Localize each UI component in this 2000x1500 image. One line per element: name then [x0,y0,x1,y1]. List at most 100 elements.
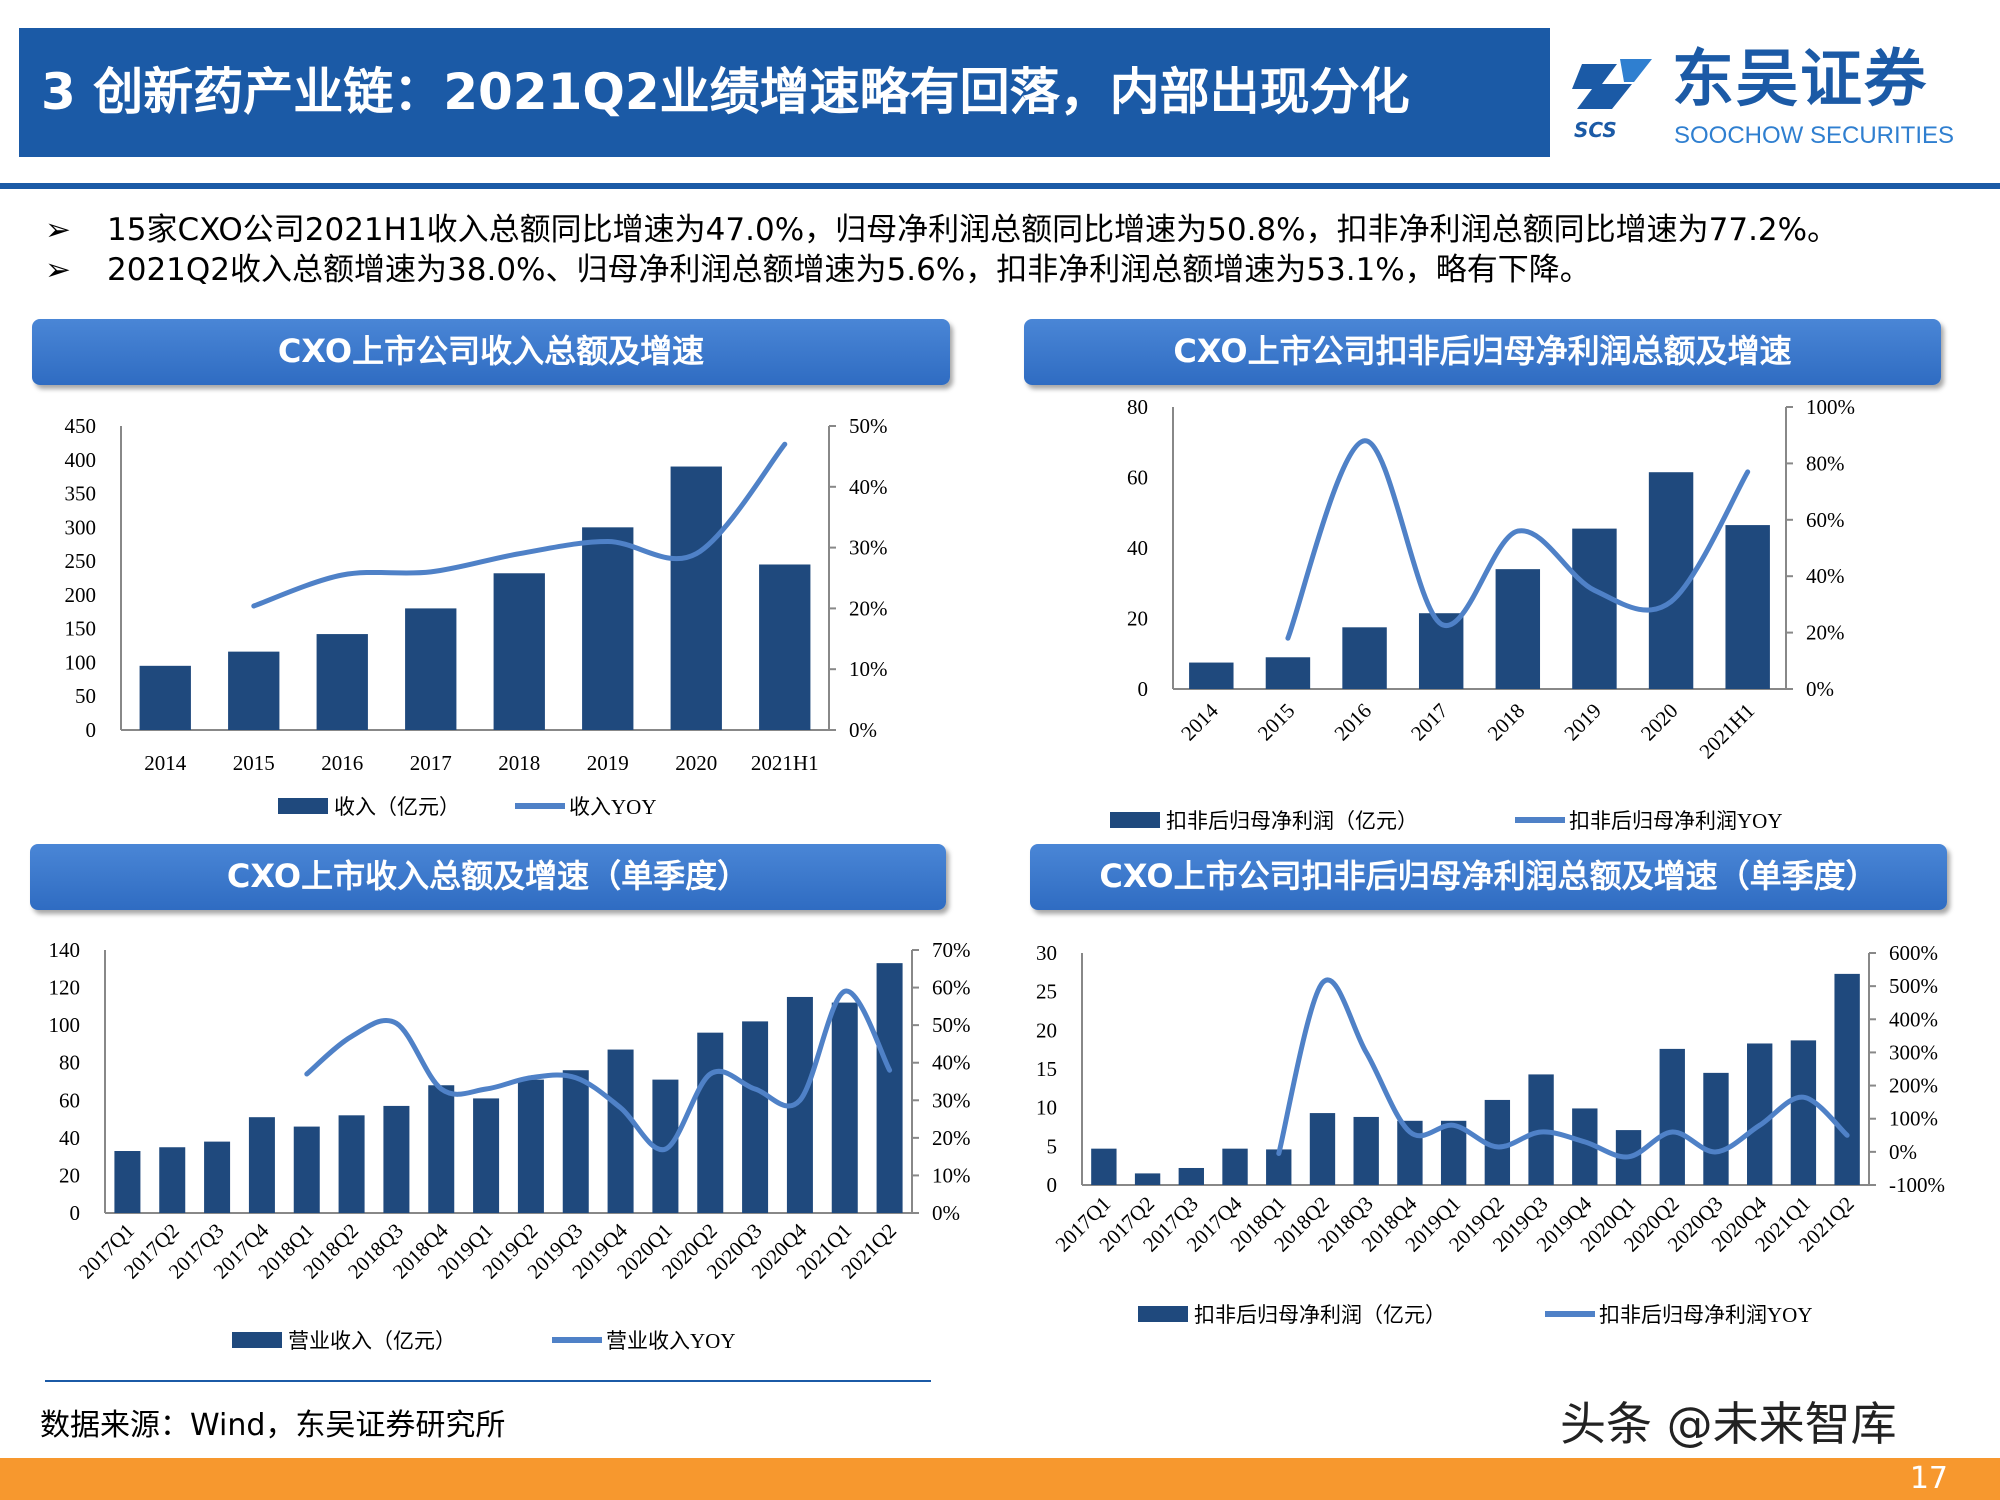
bar-2015 [228,651,280,730]
legend-bar-swatch [1138,1306,1188,1322]
watermark: 头条 @未来智库 [1560,1397,1897,1451]
y-tick-label: 350 [65,482,97,506]
arrow-bullet-icon: ➢ [45,212,71,248]
bar-2019Q4 [607,1049,634,1213]
bar-2017Q2 [159,1147,186,1213]
bar-2014 [139,665,191,730]
y-tick-label: 0 [1047,1173,1058,1197]
x-tick-label: 2021H1 [751,751,819,775]
x-tick-label: 2015 [233,751,275,775]
bar-2020 [670,466,722,730]
y-tick-label: 80 [59,1051,80,1075]
bar-2017Q1 [114,1151,141,1213]
y-tick-label: 140 [49,938,81,962]
y-tick-label: 15 [1036,1057,1057,1081]
bar-2018Q3 [1353,1116,1379,1185]
y-tick-label: 30 [1036,941,1057,965]
y-tick-label: 20 [59,1163,80,1187]
y2-tick-label: -100% [1889,1173,1945,1197]
y2-tick-label: 10% [849,657,888,681]
x-tick-label: 2017 [1406,699,1453,746]
y2-tick-label: 70% [932,938,971,962]
bar-2017Q3 [204,1141,231,1213]
y2-tick-label: 300% [1889,1040,1938,1064]
x-tick-label: 2020 [675,751,717,775]
bar-2019 [1572,528,1617,689]
y2-tick-label: 600% [1889,941,1938,965]
bar-2019Q1 [473,1098,500,1213]
y2-tick-label: 30% [849,536,888,560]
y-tick-label: 0 [86,718,97,742]
x-tick-label: 2015 [1253,699,1300,746]
y2-tick-label: 40% [932,1051,971,1075]
bar-2020Q3 [1703,1072,1729,1185]
logo-mark-icon [1572,59,1652,109]
bar-2018Q3 [383,1105,410,1213]
y-tick-label: 60 [59,1088,80,1112]
y2-tick-label: 20% [1806,621,1845,645]
y-tick-label: 200 [65,583,97,607]
chart-1: 0 50 100 150 200 250 300 350 400 450 0% 10% 20% 30% 40… [65,414,888,819]
logo-chinese: 东吴证券 [1672,42,1929,115]
bar-2021Q2 [876,963,903,1213]
y2-tick-label: 40% [1806,564,1845,588]
x-tick-label: 2019 [587,751,629,775]
y2-tick-label: 50% [849,414,888,438]
data-source: 数据来源：Wind，东吴证券研究所 [40,1408,506,1443]
x-tick-label: 2021H1 [1694,699,1759,764]
y2-tick-label: 20% [849,596,888,620]
bar-2016 [316,634,368,730]
x-tick-label: 2016 [321,751,363,775]
y2-tick-label: 0% [849,718,877,742]
y-tick-label: 120 [49,976,81,1000]
y-tick-label: 400 [65,448,97,472]
y-tick-label: 50 [75,684,96,708]
y-tick-label: 450 [65,414,97,438]
logo-abbr: SCS [1574,118,1617,142]
y2-tick-label: 0% [1806,677,1834,701]
bar-2018 [1495,569,1541,689]
legend-bar-label: 扣非后归母净利润（亿元） [1194,1303,1446,1327]
chart-3: 0 20 40 60 80 100 120 140 0% 10% 20% 30% 40% 50% 60% 70… [49,938,971,1353]
y2-tick-label: 30% [932,1088,971,1112]
bar-2015 [1265,657,1311,689]
x-tick-label: 2020 [1636,699,1683,746]
bar-2018Q2 [1309,1113,1336,1185]
bar-2017Q1 [1091,1148,1117,1185]
y-tick-label: 0 [1138,677,1149,701]
x-tick-label: 2016 [1329,699,1376,746]
legend-bar-swatch [1110,812,1160,828]
bullet-1: ➢ 15家CXO公司2021H1收入总额同比增速为47.0%，归母净利润总额同比增… [45,212,1838,248]
x-tick-label: 2017 [410,751,452,775]
x-tick-label: 2014 [1176,698,1223,745]
y-tick-label: 25 [1036,980,1057,1004]
bar-2019Q2 [517,1079,544,1213]
chart-2: 0 20 40 60 80 0% 20% 40% 60% 80% 100% 2014 2015 2016 2… [1110,395,1855,833]
y2-tick-label: 500% [1889,974,1938,998]
panel-title-annual-revenue: CXO上市公司收入总额及增速 [32,319,950,385]
x-tick-label: 2018 [498,751,540,775]
y-tick-label: 0 [70,1201,81,1225]
y2-tick-label: 200% [1889,1074,1938,1098]
bar-2019 [582,527,634,730]
footer-divider [45,1380,931,1382]
chart-4: 0 5 10 15 20 25 30 -100% 0% 100% 200% 300% 400% 500% 6… [1036,941,1945,1327]
bar-2021H1 [1725,525,1770,689]
legend-line-label: 扣非后归母净利润YOY [1599,1303,1813,1327]
y2-tick-label: 10% [932,1163,971,1187]
y2-tick-label: 400% [1889,1007,1938,1031]
bar-2021Q1 [831,1002,858,1213]
page-number: 17 [1909,1461,1948,1496]
x-tick-label: 2019 [1559,699,1606,746]
y2-tick-label: 50% [932,1013,971,1037]
y2-tick-label: 0% [1889,1140,1917,1164]
bar-2021H1 [759,564,811,730]
bullet-text: 2021Q2收入总额增速为38.0%、归母净利润总额增速为5.6%，扣非净利润总… [107,252,1591,288]
bar-2014 [1189,662,1234,689]
bar-2021Q2 [1834,973,1860,1185]
bar-2019Q3 [562,1070,589,1213]
arrow-bullet-icon: ➢ [45,252,71,288]
bar-2017 [405,608,457,730]
y-tick-label: 80 [1127,395,1148,419]
